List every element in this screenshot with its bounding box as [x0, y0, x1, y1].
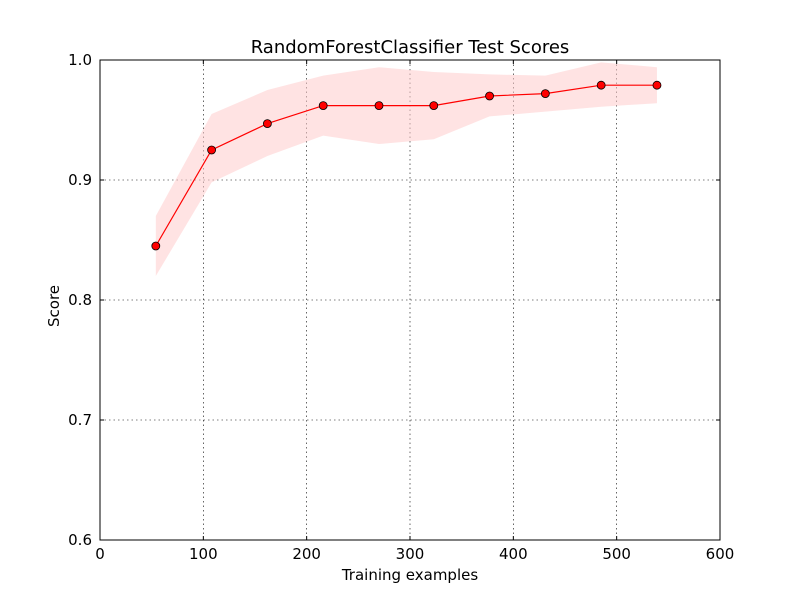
score-band-layer	[155, 62, 657, 277]
score-point	[540, 89, 550, 98]
y-tick-label: 1.0	[68, 51, 92, 69]
x-tick-label: 100	[189, 545, 218, 563]
score-point	[374, 101, 384, 110]
x-tick-label: 500	[602, 545, 631, 563]
y-tick-label: 0.9	[68, 171, 92, 189]
y-axis-label: Score	[45, 285, 63, 327]
score-point	[318, 101, 328, 110]
x-tick-label: 200	[292, 545, 321, 563]
y-tick-label: 0.7	[68, 411, 92, 429]
score-std-band	[155, 62, 657, 277]
score-point	[429, 101, 439, 110]
x-axis-label: Training examples	[341, 566, 479, 584]
score-point	[652, 80, 662, 90]
score-point	[596, 80, 606, 90]
chart-title: RandomForestClassifier Test Scores	[251, 37, 570, 58]
score-line-layer	[155, 84, 657, 247]
y-tick-label: 0.6	[68, 531, 92, 549]
y-tick-label: 0.8	[68, 291, 92, 309]
score-marker-layer	[151, 80, 662, 251]
score-point	[151, 241, 161, 251]
axis-ticks: 0 100 200 300 400 500 600 0.6 0.7 0.8 0.9 1.0	[68, 51, 734, 563]
score-line	[155, 84, 657, 247]
x-tick-label: 400	[499, 545, 528, 563]
x-tick-label: 300	[396, 545, 425, 563]
x-tick-label: 0	[95, 545, 105, 563]
score-point	[262, 119, 272, 128]
score-point	[207, 145, 217, 155]
score-point	[485, 91, 494, 101]
x-tick-label: 600	[706, 545, 735, 563]
